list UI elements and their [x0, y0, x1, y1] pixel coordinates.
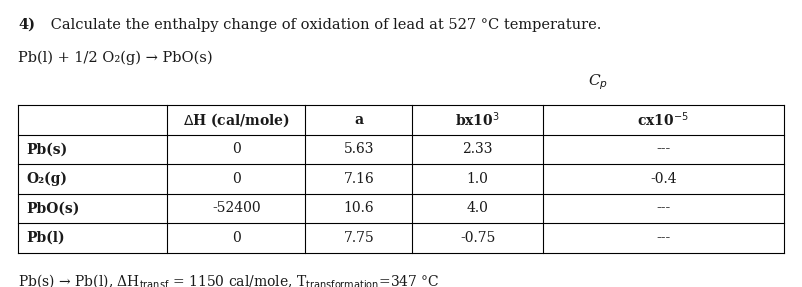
Text: O₂(g): O₂(g) — [26, 172, 67, 186]
Text: 7.75: 7.75 — [343, 231, 375, 245]
Text: 4): 4) — [18, 18, 35, 32]
Text: a: a — [354, 113, 363, 127]
Text: Pb(s): Pb(s) — [26, 142, 67, 156]
Text: 10.6: 10.6 — [343, 201, 375, 215]
Text: ---: --- — [656, 231, 670, 245]
Text: -52400: -52400 — [212, 201, 261, 215]
Text: 0: 0 — [232, 172, 241, 186]
Text: -0.75: -0.75 — [460, 231, 496, 245]
Text: 0: 0 — [232, 231, 241, 245]
Text: bx10$^3$: bx10$^3$ — [456, 110, 500, 129]
Text: Calculate the enthalpy change of oxidation of lead at 527 °C temperature.: Calculate the enthalpy change of oxidati… — [46, 18, 602, 32]
Text: 4.0: 4.0 — [467, 201, 488, 215]
Text: ---: --- — [656, 142, 670, 156]
Text: -0.4: -0.4 — [650, 172, 677, 186]
Text: 1.0: 1.0 — [467, 172, 488, 186]
Text: cx10$^{-5}$: cx10$^{-5}$ — [638, 110, 689, 129]
Text: $\Delta$H (cal/mole): $\Delta$H (cal/mole) — [183, 111, 290, 129]
Text: Pb(l): Pb(l) — [26, 231, 65, 245]
Text: ---: --- — [656, 201, 670, 215]
Text: Pb(l) + 1/2 O₂(g) → PbO(s): Pb(l) + 1/2 O₂(g) → PbO(s) — [18, 51, 213, 65]
Text: C$_p$: C$_p$ — [588, 72, 608, 92]
Text: 7.16: 7.16 — [343, 172, 375, 186]
Text: 5.63: 5.63 — [343, 142, 374, 156]
Text: PbO(s): PbO(s) — [26, 201, 79, 215]
Text: 2.33: 2.33 — [462, 142, 493, 156]
Text: Pb(s) → Pb(l), ΔH$_{\mathrm{transf}}$ = 1150 cal/mole, T$_{\mathrm{transformatio: Pb(s) → Pb(l), ΔH$_{\mathrm{transf}}$ = … — [18, 272, 439, 287]
Text: 0: 0 — [232, 142, 241, 156]
